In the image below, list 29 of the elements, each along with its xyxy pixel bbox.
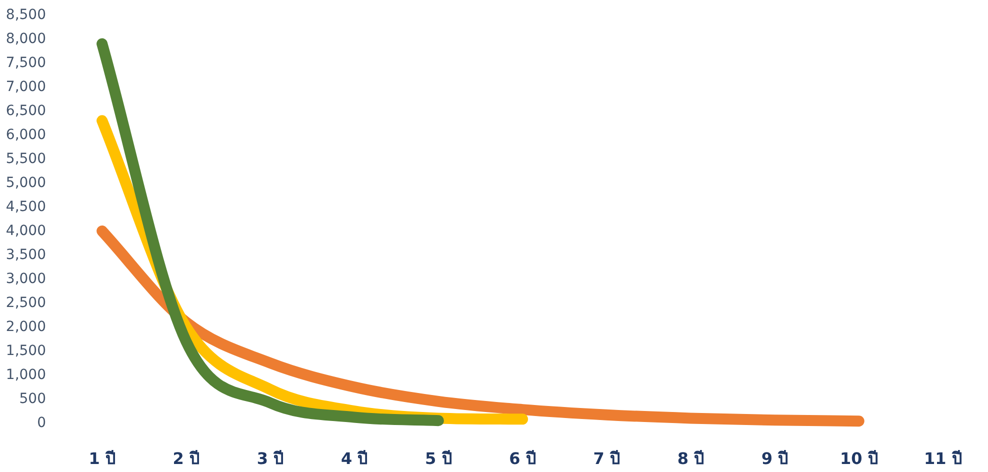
y-tick-label: 8,000 [6, 31, 46, 47]
y-tick-label: 1,000 [6, 367, 46, 383]
y-tick-label: 2,500 [6, 295, 46, 311]
y-tick-label: 3,000 [6, 271, 46, 287]
x-tick-label: 10 ปี [840, 449, 878, 468]
y-tick-label: 500 [19, 391, 46, 407]
x-tick-label: 5 ปี [425, 449, 452, 468]
x-tick-label: 3 ปี [256, 449, 284, 468]
x-tick-label: 1 ปี [88, 449, 116, 468]
y-tick-label: 2,000 [6, 319, 46, 335]
y-tick-label: 3,500 [6, 247, 46, 263]
y-tick-label: 7,000 [6, 79, 46, 95]
x-tick-label: 8 ปี [677, 449, 704, 468]
x-tick-label: 2 ปี [172, 449, 200, 468]
y-tick-label: 1,500 [6, 343, 46, 359]
y-tick-label: 6,000 [6, 127, 46, 143]
x-tick-label: 11 ปี [924, 449, 962, 468]
x-tick-label: 7 ปี [593, 449, 620, 468]
y-tick-label: 8,500 [6, 7, 46, 23]
y-tick-label: 0 [37, 415, 46, 431]
y-tick-label: 5,000 [6, 175, 46, 191]
y-tick-label: 4,000 [6, 223, 46, 239]
x-tick-label: 4 ปี [340, 449, 368, 468]
x-tick-label: 6 ปี [509, 449, 536, 468]
y-tick-label: 6,500 [6, 103, 46, 119]
y-tick-label: 4,500 [6, 199, 46, 215]
y-tick-label: 5,500 [6, 151, 46, 167]
x-tick-label: 9 ปี [761, 449, 788, 468]
y-tick-label: 7,500 [6, 55, 46, 71]
